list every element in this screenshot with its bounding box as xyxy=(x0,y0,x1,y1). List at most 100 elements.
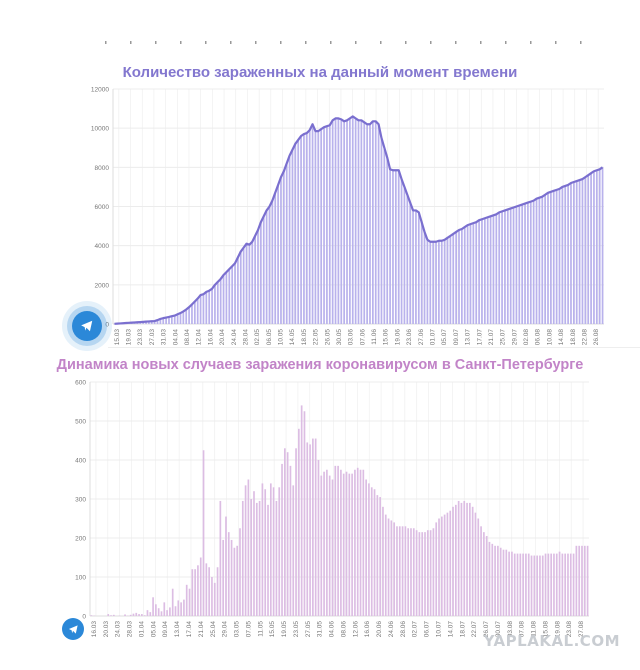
bar xyxy=(234,263,236,324)
bar xyxy=(463,227,466,324)
bar xyxy=(237,257,239,324)
x-tick-label: 22.07 xyxy=(471,621,478,638)
y-tick-label: 0 xyxy=(105,322,109,329)
bar xyxy=(286,452,289,616)
bar xyxy=(228,269,231,324)
bar xyxy=(449,235,452,324)
x-tick-label: 17.04 xyxy=(186,621,193,638)
bar xyxy=(502,549,505,616)
bar xyxy=(174,606,177,616)
bar xyxy=(188,588,191,616)
bar xyxy=(469,224,472,324)
bar xyxy=(334,465,337,616)
dot-mark xyxy=(305,41,307,44)
bar xyxy=(191,304,193,324)
bar xyxy=(550,191,552,324)
bar xyxy=(269,483,272,616)
bar xyxy=(449,510,452,616)
dot-mark xyxy=(505,41,507,44)
dot-mark xyxy=(405,41,407,44)
bar xyxy=(138,614,140,616)
bar xyxy=(443,514,446,616)
x-tick-label: 25.04 xyxy=(210,621,217,638)
bar xyxy=(567,553,569,616)
bar xyxy=(572,182,575,324)
x-tick-label: 16.03 xyxy=(91,621,98,638)
x-tick-label: 18.08 xyxy=(570,329,577,345)
active-cases-plot: 0 2000 4000 6000 8000 10000 12000 15.03 19.03 23.… xyxy=(91,87,604,345)
bar xyxy=(309,444,311,616)
x-tick-label: 14.05 xyxy=(289,329,296,345)
bar xyxy=(489,216,492,324)
dot-mark xyxy=(130,41,132,44)
bar xyxy=(281,463,283,616)
bar xyxy=(575,181,578,324)
x-tick-label: 15.05 xyxy=(269,621,276,638)
telegram-share-button-secondary[interactable] xyxy=(62,618,84,640)
bar xyxy=(583,545,586,616)
x-tick-label: 20.06 xyxy=(376,621,383,638)
bar xyxy=(156,320,159,324)
bar xyxy=(334,118,337,324)
bar xyxy=(440,240,443,324)
bar xyxy=(575,545,578,616)
bar xyxy=(558,551,561,616)
telegram-share-button[interactable] xyxy=(72,311,102,341)
x-tick-label: 07.08 xyxy=(519,621,526,638)
bar xyxy=(180,602,182,616)
bar xyxy=(461,229,463,324)
bar xyxy=(202,450,205,616)
bar xyxy=(578,545,581,616)
bar xyxy=(443,239,446,324)
bar xyxy=(389,169,391,324)
bar xyxy=(211,288,213,324)
bar xyxy=(288,155,291,324)
bar xyxy=(406,194,409,324)
bar xyxy=(397,170,400,324)
bar xyxy=(581,179,584,324)
bar xyxy=(295,448,297,616)
bar xyxy=(166,610,168,616)
bar xyxy=(417,212,420,324)
bar xyxy=(383,147,386,324)
x-tick-label: 06.07 xyxy=(424,621,431,638)
bar xyxy=(342,473,345,616)
bar xyxy=(303,134,305,324)
bar xyxy=(155,604,157,616)
bar xyxy=(343,121,346,324)
x-tick-label: 20.04 xyxy=(219,329,226,345)
bar xyxy=(561,186,564,324)
bar xyxy=(561,553,564,616)
bar xyxy=(225,272,228,324)
bar xyxy=(241,500,244,616)
bar xyxy=(423,231,426,324)
bar xyxy=(521,204,524,324)
y-tick-label: 6000 xyxy=(95,204,110,211)
x-tick-label: 11.06 xyxy=(371,329,378,345)
bar xyxy=(418,532,421,616)
bar xyxy=(225,516,227,616)
bar xyxy=(197,565,199,616)
bar xyxy=(289,465,292,616)
bar xyxy=(306,442,309,616)
x-tick-label: 24.06 xyxy=(388,621,395,638)
bar xyxy=(268,206,271,324)
x-tick-label: 15.03 xyxy=(114,329,121,345)
bar xyxy=(320,475,323,616)
bar xyxy=(239,528,241,616)
bar xyxy=(231,266,234,324)
bar xyxy=(432,241,435,324)
bar xyxy=(495,214,498,324)
x-tick-label: 02.05 xyxy=(254,329,261,345)
bar xyxy=(314,131,317,324)
new-cases-chart: Динамика новых случаев заражения коронав… xyxy=(0,345,640,670)
x-tick-label: 04.06 xyxy=(329,621,336,638)
bar xyxy=(483,218,486,324)
bar xyxy=(275,500,278,616)
dot-mark xyxy=(555,41,557,44)
bar xyxy=(541,196,544,324)
bar xyxy=(452,506,454,616)
bar xyxy=(486,217,489,324)
bar xyxy=(349,118,351,324)
bar xyxy=(527,202,529,324)
